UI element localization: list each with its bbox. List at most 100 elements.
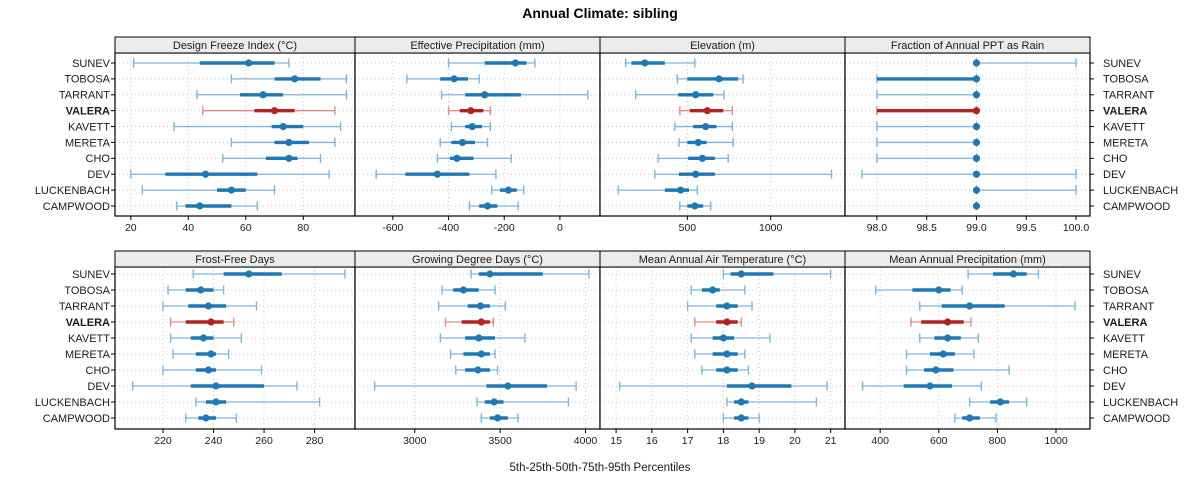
median-dot — [199, 334, 208, 342]
series-campwood — [468, 201, 519, 211]
series-cho — [657, 153, 729, 163]
series-dev — [375, 169, 497, 179]
median-dot — [458, 138, 467, 147]
median-dot — [450, 75, 458, 83]
series-cho — [162, 365, 263, 375]
series-kavett — [690, 333, 771, 343]
median-dot — [965, 302, 974, 310]
median-dot — [202, 414, 210, 422]
series-valera — [447, 106, 492, 116]
site-label-left: CHO — [86, 365, 111, 377]
median-dot — [227, 186, 236, 194]
panel-design-freeze-index-c-: Design Freeze Index (°C) 20 40 60 80 — [111, 36, 356, 234]
median-dot — [245, 270, 253, 278]
site-label-right: TOBOSA — [1103, 285, 1149, 297]
median-dot — [490, 398, 498, 406]
site-label-left: CAMPWOOD — [43, 413, 110, 425]
site-label-right: TARRANT — [1103, 90, 1154, 102]
site-label-left: VALERA — [66, 105, 110, 117]
median-dot — [641, 59, 649, 67]
axis-tick-label: 20 — [789, 435, 801, 447]
site-label-left: TARRANT — [59, 301, 110, 313]
series-sunev — [624, 58, 696, 68]
series-luckenbach — [476, 397, 570, 407]
series-mereta — [449, 349, 496, 359]
site-label-right: TOBOSA — [1103, 74, 1149, 86]
series-luckenbach — [195, 397, 321, 407]
panel-background — [600, 267, 845, 429]
series-campwood — [954, 413, 997, 423]
panel-frost-free-days: Frost-Free Days 220 240 260 280 — [111, 250, 356, 447]
median-dot — [748, 382, 756, 390]
axis-tick-label: 4000 — [574, 435, 598, 447]
series-sunev — [967, 269, 1040, 279]
median-dot — [703, 107, 711, 115]
axis-tick-label: -400 — [438, 222, 459, 234]
median-dot — [943, 318, 952, 326]
axis-tick-label: 99.0 — [966, 222, 987, 234]
median-dot — [996, 398, 1004, 406]
median-dot — [702, 122, 710, 131]
site-label-right: MERETA — [1103, 349, 1149, 361]
axis-tick-label: 240 — [205, 435, 223, 447]
series-mereta — [905, 349, 975, 359]
median-dot — [935, 286, 943, 294]
strip-title: Growing Degree Days (°C) — [412, 254, 543, 266]
axis-tick-label: 98.5 — [916, 222, 937, 234]
series-mereta — [678, 137, 734, 147]
site-label-left: LUCKENBACH — [35, 397, 110, 409]
site-label-right: LUCKENBACH — [1103, 397, 1178, 409]
series-tobosa — [876, 74, 981, 84]
axis-tick-label: 18 — [718, 435, 730, 447]
panel-elevation-m-: Elevation (m) 500 1000 — [599, 36, 846, 234]
site-label-right: CAMPWOOD — [1103, 413, 1170, 425]
site-label-left: TARRANT — [59, 90, 110, 102]
axis-tick-label: 99.5 — [1016, 222, 1037, 234]
series-campwood — [480, 413, 519, 423]
chart-title: Annual Climate: sibling — [522, 5, 678, 21]
site-label-left: KAVETT — [68, 333, 110, 345]
site-label-right: VALERA — [1103, 317, 1147, 329]
series-tarrant — [162, 301, 258, 311]
axis-tick-label: 600 — [930, 435, 948, 447]
median-dot — [511, 59, 519, 67]
median-dot — [943, 334, 952, 342]
axis-tick-label: 0 — [557, 222, 563, 234]
axis-tick-label: 3000 — [403, 435, 427, 447]
site-label-left: DEV — [87, 381, 110, 393]
median-dot — [723, 366, 731, 374]
median-dot — [723, 350, 731, 358]
series-tarrant — [196, 90, 348, 100]
series-tobosa — [441, 285, 496, 295]
series-kavett — [919, 333, 980, 343]
axis-tick-label: 15 — [610, 435, 622, 447]
median-dot — [453, 154, 461, 162]
median-dot — [467, 107, 475, 115]
series-kavett — [450, 122, 492, 132]
axis-tick-label: 40 — [182, 222, 194, 234]
panel-fraction-of-annual-ppt-as-rain: Fraction of Annual PPT as Rain 98.0 98.5 99… — [844, 36, 1094, 234]
median-dot — [972, 75, 981, 83]
series-tobosa — [690, 285, 746, 295]
median-dot — [972, 122, 981, 131]
series-tarrant — [876, 90, 981, 100]
median-dot — [972, 170, 981, 178]
median-dot — [692, 170, 700, 178]
series-kavett — [169, 333, 243, 343]
site-label-right: CHO — [1103, 153, 1128, 165]
series-valera — [910, 317, 972, 327]
series-valera — [201, 106, 336, 116]
median-dot — [972, 202, 981, 210]
median-dot — [737, 414, 745, 422]
series-tarrant — [634, 90, 725, 100]
site-label-right: KAVETT — [1103, 121, 1145, 133]
median-dot — [476, 302, 485, 310]
series-valera — [694, 317, 742, 327]
median-dot — [474, 366, 482, 374]
axis-tick-label: 400 — [871, 435, 889, 447]
site-label-left: MERETA — [65, 137, 111, 149]
series-sunev — [447, 58, 536, 68]
median-dot — [932, 366, 940, 374]
series-cho — [455, 365, 499, 375]
